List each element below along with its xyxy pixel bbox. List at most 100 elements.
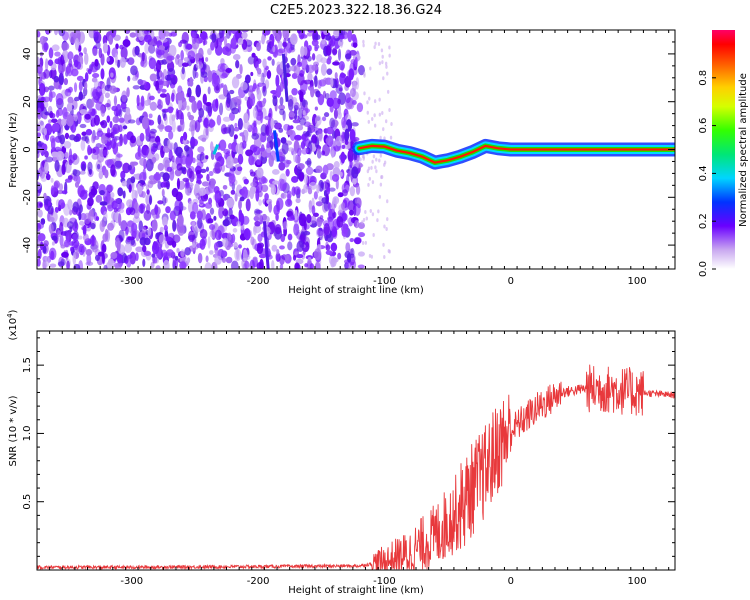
noise-speckle	[220, 124, 227, 135]
x-tick-label: 100	[628, 276, 647, 287]
noise-speckle	[226, 197, 235, 208]
noise-speckle	[207, 86, 211, 95]
noise-speckle	[271, 58, 275, 66]
noise-streak	[273, 130, 280, 162]
noise-speckle	[200, 168, 207, 173]
noise-speckle	[244, 96, 249, 101]
noise-speckle	[357, 65, 365, 76]
noise-speckle	[191, 100, 198, 113]
noise-speckle	[187, 50, 196, 60]
noise-speckle	[303, 183, 308, 194]
noise-speckle	[111, 210, 118, 221]
noise-speckle	[77, 189, 81, 195]
noise-speckle	[108, 34, 114, 45]
noise-speckle	[369, 209, 372, 214]
noise-speckle	[240, 30, 249, 33]
noise-speckle	[382, 242, 385, 247]
noise-speckle	[143, 210, 152, 221]
noise-speckle	[299, 89, 304, 103]
noise-speckle	[384, 61, 388, 66]
noise-speckle	[266, 135, 273, 144]
noise-speckle	[366, 100, 369, 105]
noise-speckle	[247, 85, 255, 93]
noise-speckle	[168, 130, 174, 140]
noise-speckle	[165, 92, 171, 106]
noise-speckle	[55, 109, 60, 118]
noise-speckle	[373, 123, 377, 128]
noise-speckle	[148, 175, 156, 181]
noise-speckle	[283, 123, 290, 131]
noise-speckle	[51, 118, 58, 123]
noise-speckle	[157, 98, 162, 107]
noise-speckle	[211, 103, 216, 109]
noise-speckle	[309, 263, 314, 269]
noise-speckle	[95, 85, 103, 98]
noise-speckle	[339, 72, 346, 85]
noise-speckle	[354, 219, 360, 229]
noise-speckle	[296, 253, 304, 259]
noise-speckle	[101, 82, 107, 95]
noise-speckle	[229, 89, 235, 95]
noise-speckle	[162, 216, 168, 227]
noise-speckle	[366, 169, 370, 174]
noise-speckle	[226, 232, 232, 241]
snr-frame	[36, 330, 676, 571]
noise-speckle	[209, 207, 215, 215]
noise-speckle	[210, 41, 215, 51]
noise-speckle	[84, 72, 89, 82]
noise-speckle	[368, 253, 372, 258]
noise-speckle	[144, 34, 152, 43]
noise-speckle	[95, 41, 101, 50]
noise-speckle	[61, 163, 66, 176]
noise-speckle	[196, 153, 205, 161]
noise-speckle	[73, 30, 81, 41]
snr-multiplier: (x104)	[6, 309, 19, 340]
noise-speckle	[323, 223, 330, 236]
noise-speckle	[271, 168, 280, 175]
noise-speckle	[42, 245, 47, 254]
noise-speckle	[274, 224, 282, 235]
noise-speckle	[311, 64, 319, 71]
noise-speckle	[78, 80, 83, 92]
noise-speckle	[85, 261, 94, 266]
noise-speckle	[90, 222, 96, 230]
noise-speckle	[315, 201, 323, 207]
noise-speckle	[367, 182, 370, 187]
noise-speckle	[295, 197, 301, 204]
noise-speckle	[94, 58, 99, 67]
noise-speckle	[118, 208, 125, 214]
snr-series-line	[37, 364, 675, 570]
noise-speckle	[112, 129, 117, 135]
noise-speckle	[344, 128, 350, 142]
noise-speckle	[386, 89, 390, 94]
y-tick-label: 20	[22, 95, 33, 108]
noise-speckle	[368, 176, 372, 181]
snr-ylabel: SNR (10 * v/v)	[8, 395, 19, 466]
noise-speckle	[316, 129, 323, 141]
noise-speckle	[45, 156, 54, 163]
noise-speckle	[51, 235, 58, 241]
noise-speckle	[135, 246, 144, 253]
noise-speckle	[276, 33, 281, 44]
noise-speckle	[251, 133, 260, 140]
noise-speckle	[330, 77, 334, 88]
noise-speckle	[287, 98, 294, 111]
noise-speckle	[326, 68, 333, 75]
noise-speckle	[104, 92, 110, 99]
noise-speckle	[88, 168, 92, 175]
noise-speckle	[347, 218, 351, 223]
noise-speckle	[317, 79, 322, 89]
noise-speckle	[298, 213, 307, 227]
noise-speckle	[100, 144, 106, 149]
noise-speckle	[37, 258, 41, 267]
noise-speckle	[122, 125, 128, 130]
noise-speckle	[161, 88, 167, 93]
noise-speckle	[161, 188, 165, 197]
noise-speckle	[116, 153, 123, 158]
noise-speckle	[157, 124, 165, 130]
noise-speckle	[307, 72, 313, 82]
noise-speckle	[141, 116, 149, 130]
noise-speckle	[43, 240, 49, 247]
noise-speckle	[237, 153, 244, 165]
noise-speckle	[330, 35, 336, 47]
